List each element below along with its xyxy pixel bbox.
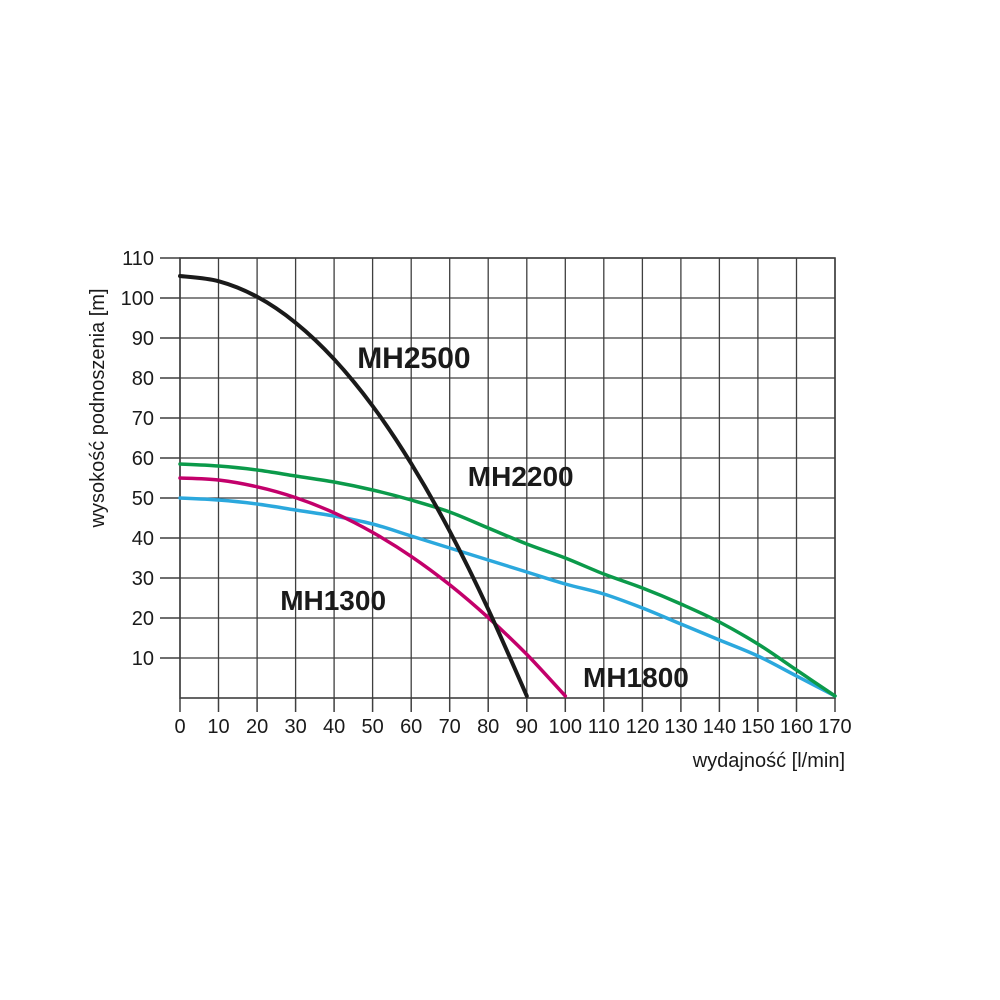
- x-tick-label: 50: [361, 716, 383, 738]
- curve-label-MH2500: MH2500: [357, 342, 470, 375]
- x-tick-label: 130: [664, 716, 697, 738]
- y-tick-label: 20: [132, 608, 154, 630]
- x-tick-label: 140: [703, 716, 736, 738]
- curve-label-MH2200: MH2200: [468, 461, 574, 492]
- curve-MH1300: [178, 476, 568, 698]
- x-tick-label: 20: [246, 716, 268, 738]
- x-tick-label: 80: [477, 716, 499, 738]
- curve-MH2500: [178, 274, 529, 698]
- x-tick-label: 60: [400, 716, 422, 738]
- x-axis-title: wydajność [l/min]: [692, 750, 845, 772]
- y-tick-label: 90: [132, 328, 154, 350]
- x-tick-label: 10: [207, 716, 229, 738]
- y-tick-label: 60: [132, 448, 154, 470]
- x-axis-tick-labels: 0 10 20 30 40 50 60 70 80 90 100 110 120 130 140 150 160…: [174, 716, 851, 738]
- curve-labels: MH1800 MH2200 MH1300 MH2500: [280, 342, 689, 693]
- y-tick-label: 10: [132, 648, 154, 670]
- y-tick-label: 30: [132, 568, 154, 590]
- curve-label-MH1800: MH1800: [583, 662, 689, 693]
- y-tick-label: 50: [132, 488, 154, 510]
- x-tick-label: 30: [284, 716, 306, 738]
- x-tick-label: 40: [323, 716, 345, 738]
- x-tick-label: 90: [516, 716, 538, 738]
- data-curves: [178, 274, 837, 698]
- x-tick-label: 110: [588, 716, 620, 738]
- x-tick-label: 120: [626, 716, 659, 738]
- x-tick-label: 100: [549, 716, 582, 738]
- curve-MH1800: [178, 496, 837, 698]
- y-axis-title: wysokość podnoszenia [m]: [87, 288, 109, 528]
- y-tick-label: 100: [121, 288, 154, 310]
- axis-ticks: [160, 257, 836, 712]
- y-tick-label: 70: [132, 408, 154, 430]
- x-tick-label: 170: [818, 716, 851, 738]
- x-tick-label: 0: [174, 716, 185, 738]
- y-tick-label: 80: [132, 368, 154, 390]
- curve-MH2200: [178, 462, 837, 698]
- x-tick-label: 160: [780, 716, 813, 738]
- curve-label-MH1300: MH1300: [280, 585, 386, 616]
- x-tick-label: 150: [741, 716, 774, 738]
- y-tick-label: 40: [132, 528, 154, 550]
- x-tick-label: 70: [439, 716, 461, 738]
- y-axis-tick-labels: 10 20 30 40 50 60 70 80 90 100 110: [121, 248, 154, 670]
- y-tick-label: 110: [122, 248, 154, 270]
